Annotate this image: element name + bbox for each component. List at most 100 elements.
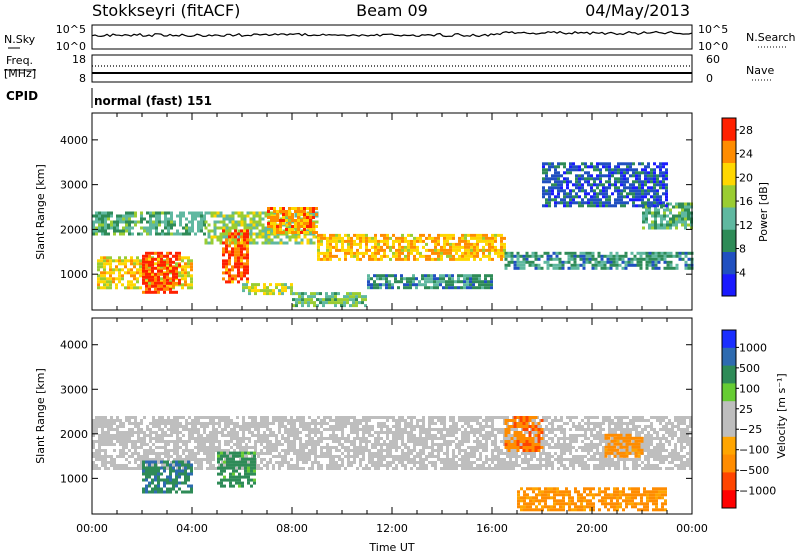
power-cell — [115, 286, 118, 289]
vel-cell — [314, 428, 317, 431]
power-cell — [101, 212, 104, 215]
power-cell — [109, 268, 112, 271]
power-cell — [563, 165, 566, 168]
vel-cell — [101, 428, 104, 431]
power-cell — [263, 292, 266, 295]
power-cell — [442, 286, 445, 289]
power-cell — [154, 285, 157, 288]
power-cell — [653, 192, 656, 195]
power-cell — [608, 162, 611, 165]
power-cell — [231, 250, 234, 253]
power-cell — [553, 252, 556, 255]
power-cell — [371, 237, 374, 240]
vel-cell — [347, 449, 350, 452]
vel-cell — [533, 455, 536, 458]
power-cell — [688, 252, 691, 255]
power-cell — [592, 252, 595, 255]
vel-cell — [176, 437, 179, 440]
vel-cell — [563, 443, 566, 446]
vel-cell — [551, 422, 554, 425]
power-cell — [373, 280, 376, 283]
vel-cell — [428, 434, 431, 437]
power-cell — [191, 221, 194, 224]
power-cell — [331, 292, 334, 295]
power-cell — [595, 264, 598, 267]
power-cell — [97, 268, 100, 271]
power-cell — [271, 239, 274, 242]
power-cell — [494, 237, 497, 240]
vel-cell — [440, 419, 443, 422]
power-cell — [545, 204, 548, 207]
power-cell — [424, 274, 427, 277]
power-cell — [517, 252, 520, 255]
power-cell — [646, 255, 649, 258]
vel-cell — [278, 440, 281, 443]
vel-cell — [242, 446, 245, 449]
vel-cell — [287, 437, 290, 440]
vel-cell — [449, 464, 452, 467]
vel-cell — [449, 434, 452, 437]
vel-cell — [290, 464, 293, 467]
vel-cell — [578, 428, 581, 431]
vel-cell — [275, 455, 278, 458]
power-cell — [535, 264, 538, 267]
vel-cell — [248, 437, 251, 440]
vel-cell — [206, 449, 209, 452]
vel-cell — [497, 428, 500, 431]
power-cell — [428, 237, 431, 240]
vel-cell — [293, 425, 296, 428]
power-cell — [181, 271, 184, 274]
power-cell — [461, 237, 464, 240]
power-cell — [166, 288, 169, 291]
vel-cell — [266, 416, 269, 419]
power-cell — [160, 258, 163, 261]
power-cell — [225, 262, 228, 265]
power-cell — [467, 258, 470, 261]
power-cell — [237, 274, 240, 277]
power-cell — [568, 258, 571, 261]
power-cell — [151, 282, 154, 285]
power-cell — [276, 213, 279, 216]
vel-cell — [158, 419, 161, 422]
vel-cell — [332, 446, 335, 449]
power-cell — [211, 239, 214, 242]
power-cell — [160, 261, 163, 264]
power-cell — [243, 229, 246, 232]
power-cell — [234, 253, 237, 256]
vel-cell — [377, 434, 380, 437]
vel-cell — [323, 446, 326, 449]
vel-cell — [383, 455, 386, 458]
vel-cell — [119, 464, 122, 467]
vel-cell — [419, 425, 422, 428]
vel-cell — [347, 458, 350, 461]
power-cell — [412, 280, 415, 283]
vel-cell — [491, 467, 494, 470]
vel-cell — [191, 422, 194, 425]
power-cell — [244, 227, 247, 230]
power-cell — [419, 255, 422, 258]
power-cell — [205, 242, 208, 245]
power-cell — [237, 262, 240, 265]
power-cell — [291, 225, 294, 228]
power-cell — [317, 243, 320, 246]
vel-cell — [260, 416, 263, 419]
power-cell — [346, 295, 349, 298]
power-cell — [220, 221, 223, 224]
power-cell — [344, 255, 347, 258]
power-cell — [678, 218, 681, 221]
power-cell — [514, 261, 517, 264]
power-cell — [670, 255, 673, 258]
power-cell — [602, 201, 605, 204]
power-cell — [285, 219, 288, 222]
power-cell — [544, 261, 547, 264]
vel-cell — [461, 416, 464, 419]
power-cell — [234, 256, 237, 259]
vel-cell — [398, 428, 401, 431]
vel-cell — [143, 449, 146, 452]
vel-cell — [428, 419, 431, 422]
vel-cell — [557, 425, 560, 428]
vel-cell — [197, 443, 200, 446]
power-cell — [425, 258, 428, 261]
vel-cell — [341, 443, 344, 446]
vel-cell — [170, 449, 173, 452]
